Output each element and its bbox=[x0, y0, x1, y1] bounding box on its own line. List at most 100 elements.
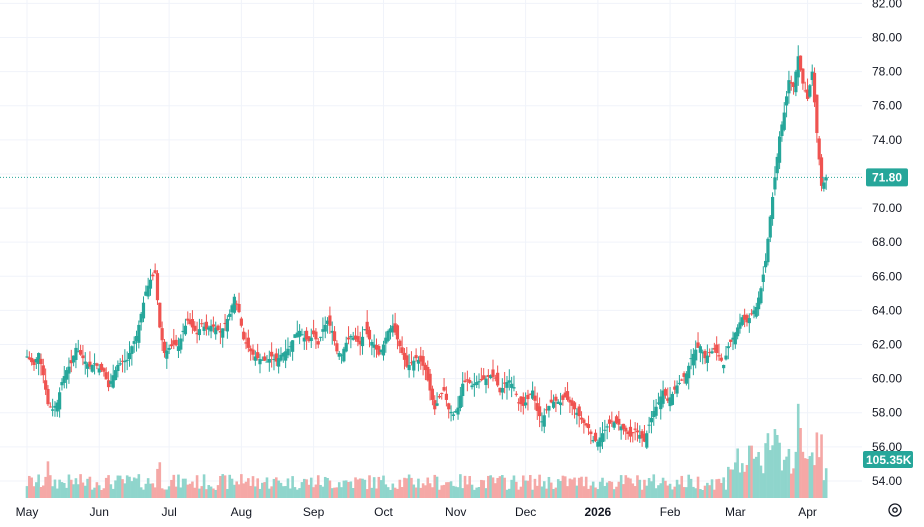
gear-icon[interactable] bbox=[888, 503, 902, 517]
candle-body bbox=[577, 406, 581, 417]
candle-body bbox=[197, 329, 202, 336]
candle-body bbox=[251, 349, 255, 355]
price-axis[interactable]: 54.00 56.00 58.00 60.00 62.00 64.00 66.00 68.00… bbox=[872, 0, 902, 488]
x-tick-label: 2026 bbox=[584, 505, 611, 519]
candle-body bbox=[817, 138, 821, 160]
candle-body bbox=[542, 415, 546, 427]
volume-bar bbox=[307, 484, 311, 498]
volume-bar bbox=[284, 486, 287, 498]
volume-bar bbox=[720, 482, 723, 498]
volume-bar bbox=[58, 479, 61, 498]
y-tick-label: 54.00 bbox=[872, 474, 902, 488]
candle-body bbox=[288, 346, 292, 348]
volume-bar bbox=[163, 489, 166, 498]
candle-body bbox=[659, 396, 663, 410]
volume-bar bbox=[195, 475, 199, 498]
candle-body bbox=[729, 339, 733, 342]
candle-body bbox=[160, 328, 164, 341]
volume-bar bbox=[582, 486, 586, 498]
volume-bar bbox=[410, 477, 413, 498]
volume-bar bbox=[498, 476, 502, 498]
volume-bar bbox=[156, 468, 159, 498]
volume-bar bbox=[107, 475, 110, 498]
candle-body bbox=[670, 393, 675, 405]
volume-bar bbox=[37, 474, 40, 498]
volume-bar bbox=[540, 486, 544, 498]
volume-bar bbox=[703, 485, 707, 498]
volume-bar bbox=[605, 482, 609, 498]
candle-body bbox=[78, 350, 83, 355]
volume-bar bbox=[526, 480, 530, 498]
candle-body bbox=[726, 346, 730, 349]
volume-bar bbox=[275, 477, 278, 498]
volume-bar bbox=[417, 478, 420, 498]
volume-bar bbox=[65, 487, 68, 498]
candle-body bbox=[484, 378, 488, 386]
candle-body bbox=[363, 329, 367, 331]
candle-body bbox=[391, 325, 395, 333]
candle-body bbox=[120, 360, 125, 362]
candle-body bbox=[46, 388, 50, 405]
volume-bar bbox=[102, 488, 106, 498]
candle-body bbox=[558, 402, 563, 406]
volume-bar bbox=[438, 489, 441, 498]
candle-body bbox=[204, 321, 209, 330]
volume-bar bbox=[202, 474, 206, 498]
candle-body bbox=[768, 216, 772, 238]
candle-body bbox=[684, 373, 688, 384]
candle-body bbox=[619, 426, 623, 431]
time-axis[interactable]: May Jun Jul Aug Sep Oct Nov Dec 2026 Feb Mar Apr bbox=[16, 505, 817, 519]
candle-body bbox=[503, 382, 507, 384]
volume-bar bbox=[449, 481, 453, 498]
candle-body bbox=[253, 356, 257, 361]
candle-body bbox=[414, 355, 418, 359]
volume-bar bbox=[153, 487, 157, 498]
candle-body bbox=[165, 350, 169, 359]
volume-bar bbox=[645, 485, 649, 498]
volume-bar bbox=[265, 477, 269, 498]
candle-body bbox=[463, 380, 467, 383]
volume-bar bbox=[729, 469, 732, 498]
volume-bar bbox=[463, 475, 467, 498]
volume-bar bbox=[86, 478, 89, 498]
candle-body bbox=[416, 359, 421, 364]
candle-body bbox=[346, 337, 351, 340]
candle-body bbox=[111, 375, 115, 388]
volume-bar bbox=[615, 486, 618, 498]
candle-body bbox=[705, 355, 709, 363]
candle-body bbox=[617, 418, 621, 425]
candle-body bbox=[754, 306, 758, 317]
candle-body bbox=[407, 364, 411, 371]
volume-bar bbox=[51, 486, 54, 498]
volume-bar bbox=[384, 484, 388, 498]
volume-bar bbox=[291, 476, 294, 498]
volume-bar bbox=[342, 480, 346, 498]
candle-body bbox=[104, 372, 108, 380]
candle-body bbox=[514, 393, 518, 395]
y-tick-label: 74.00 bbox=[872, 133, 902, 147]
candle-body bbox=[805, 89, 810, 99]
candle-body bbox=[81, 355, 85, 359]
candle-body bbox=[342, 348, 346, 362]
volume-bar bbox=[135, 478, 138, 498]
candle-body bbox=[579, 417, 584, 420]
candle-body bbox=[344, 342, 348, 352]
candle-body bbox=[544, 409, 549, 411]
volume-bar bbox=[603, 486, 607, 498]
candle-body bbox=[547, 405, 551, 411]
candle-body bbox=[99, 363, 104, 371]
candle-body bbox=[472, 383, 476, 386]
y-tick-label: 76.00 bbox=[872, 99, 902, 113]
volume-bar bbox=[363, 479, 367, 498]
candle-body bbox=[85, 364, 90, 369]
volume-bar bbox=[186, 484, 190, 498]
volume-bar bbox=[734, 462, 737, 498]
volume-bar bbox=[824, 468, 828, 498]
volume-bar bbox=[796, 403, 800, 498]
candle-body bbox=[568, 399, 572, 403]
volume-bar bbox=[713, 489, 716, 498]
volume-bar bbox=[738, 472, 742, 498]
candle-body bbox=[631, 432, 635, 434]
volume-bar bbox=[170, 479, 173, 498]
